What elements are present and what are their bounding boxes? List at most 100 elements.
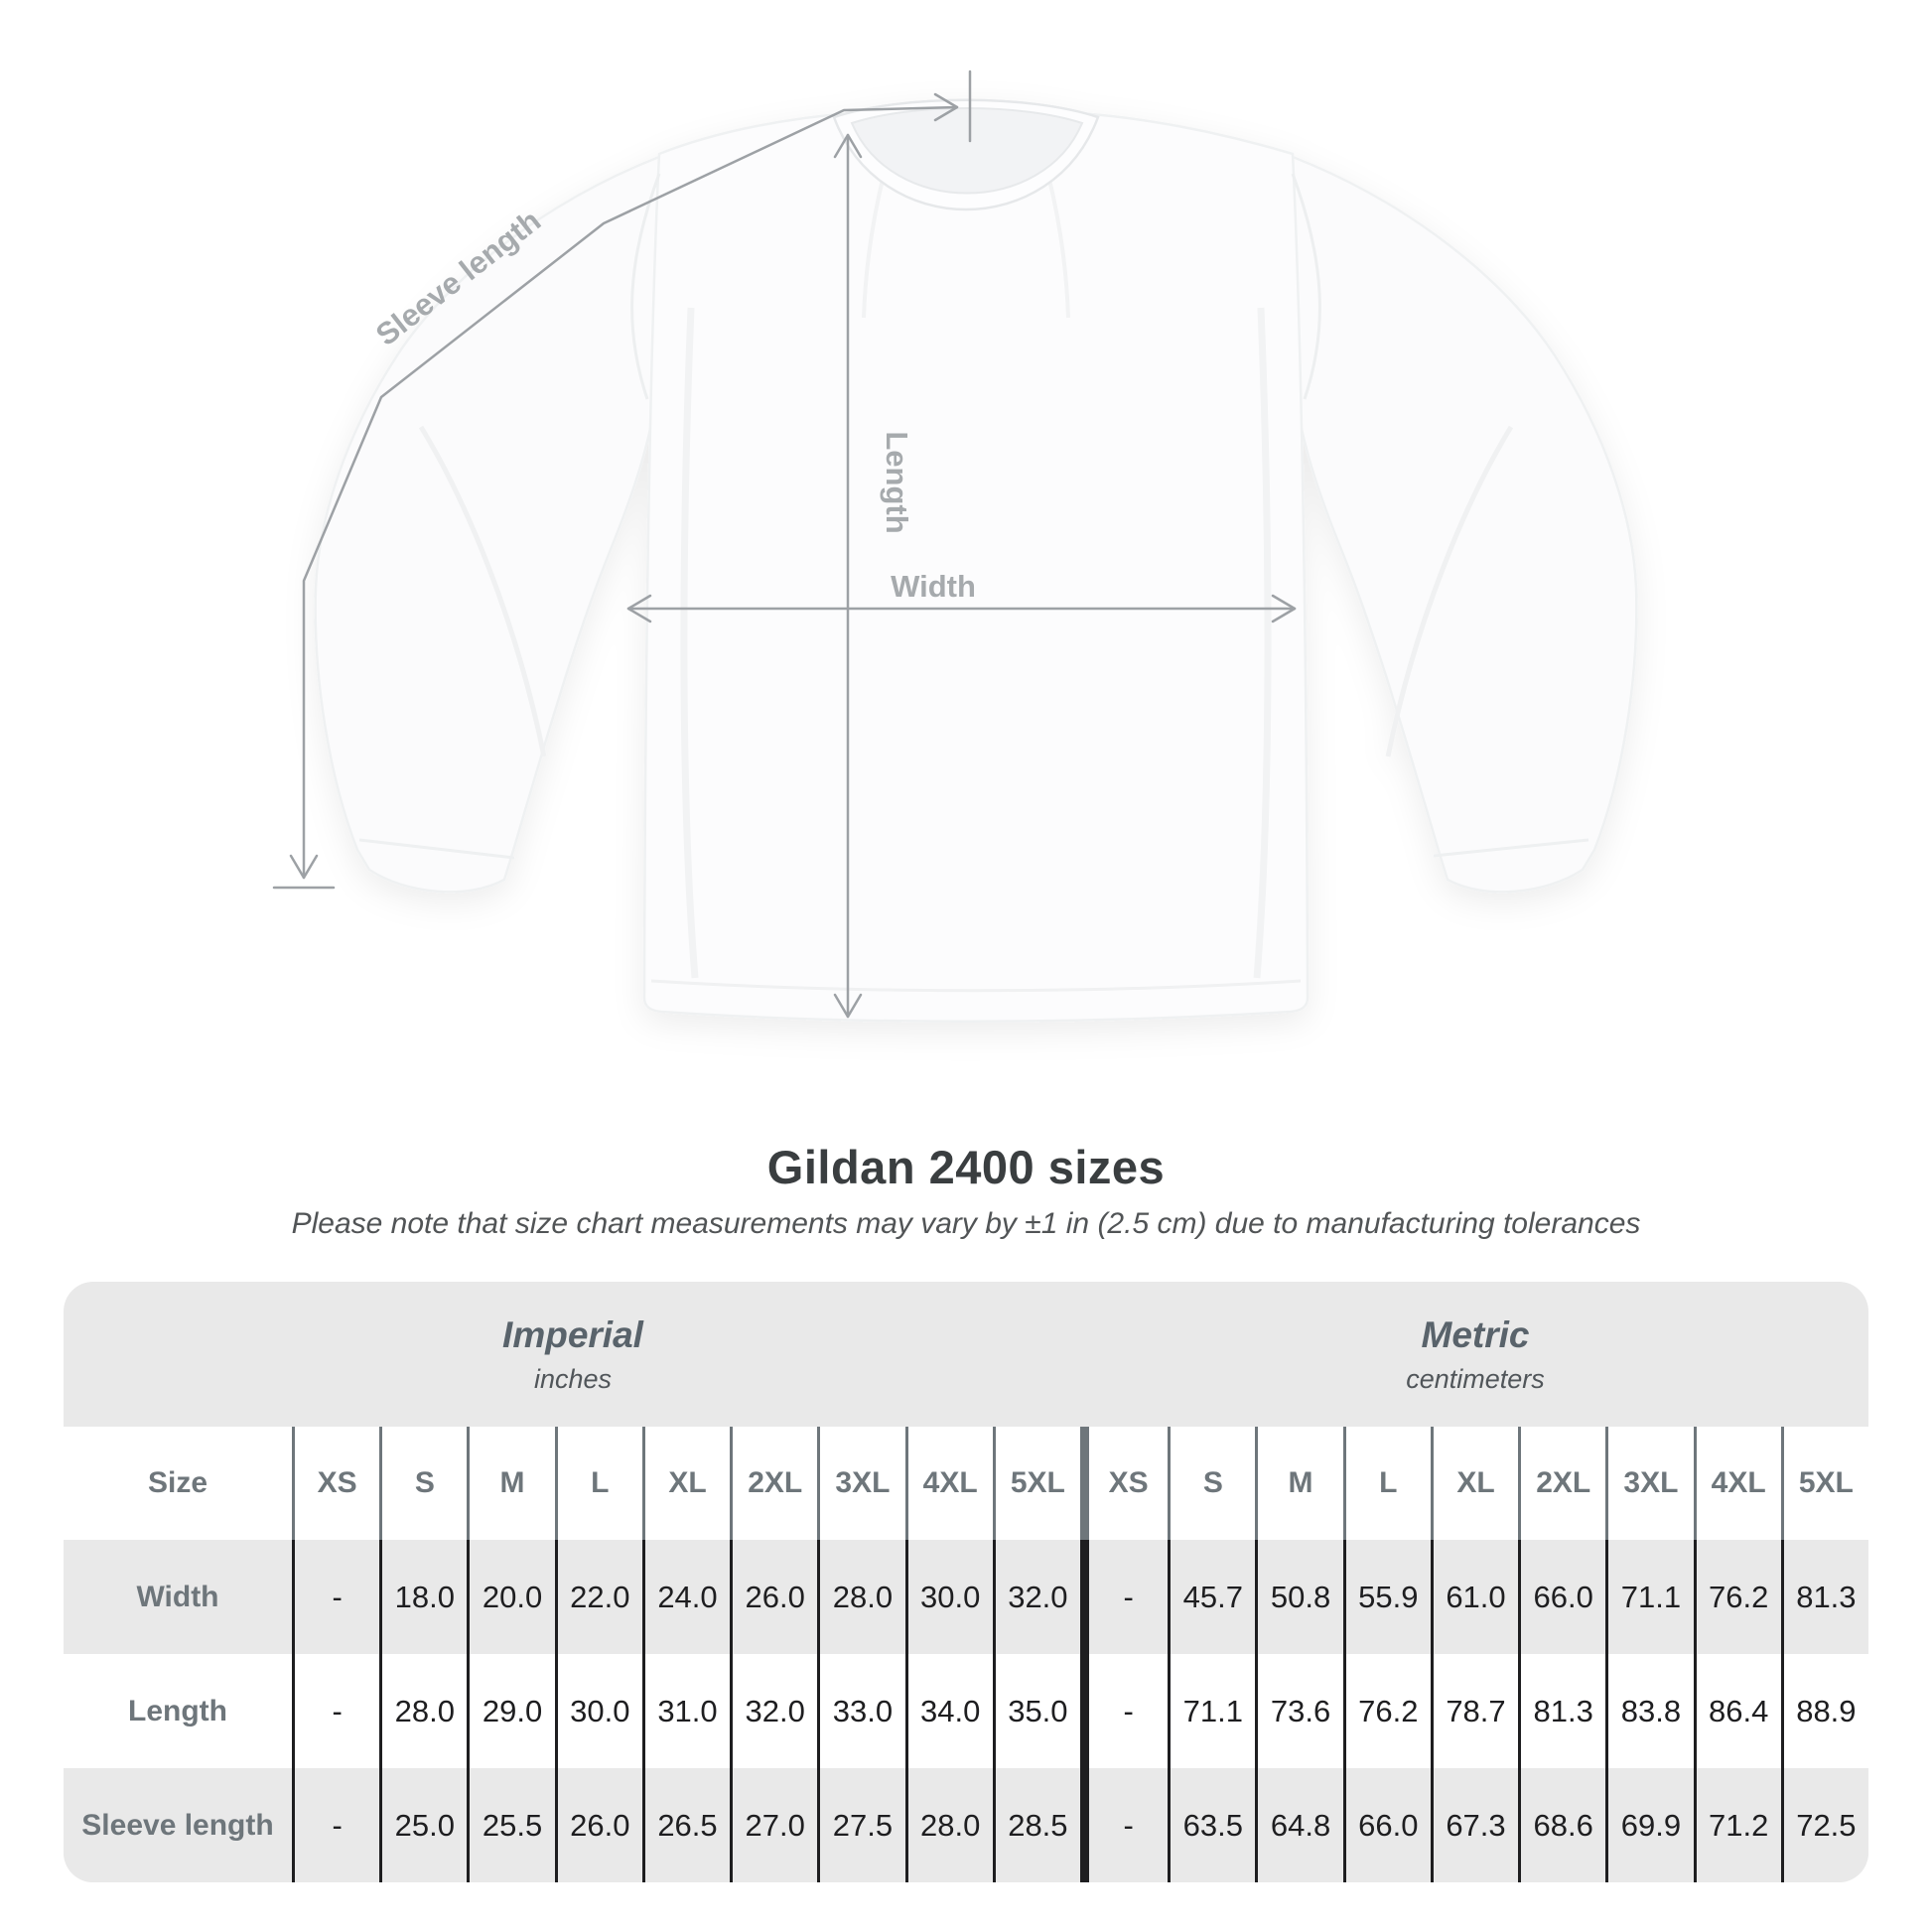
metric-unit-group: Metric centimeters [1082,1282,1868,1427]
col-header-metric-s: S [1168,1427,1256,1540]
length-measure [833,133,863,1019]
col-header-metric-xl: XL [1430,1427,1519,1540]
cell: 24.0 [641,1540,731,1654]
cell: 26.5 [641,1768,731,1882]
col-header-imperial-xs: XS [292,1427,380,1540]
width-label: Width [891,569,976,604]
size-column-header: Size [64,1427,292,1540]
cell: 66.0 [1518,1540,1606,1654]
cell: 32.0 [730,1654,818,1768]
col-header-imperial-l: L [554,1427,642,1540]
cell: 78.7 [1430,1654,1519,1768]
cell: 25.5 [467,1768,555,1882]
tolerance-note: Please note that size chart measurements… [291,1207,1641,1240]
cell: 29.0 [467,1654,555,1768]
cell: 73.6 [1255,1654,1343,1768]
col-header-metric-5xl: 5XL [1780,1427,1868,1540]
cell: 25.0 [379,1768,468,1882]
collar-opening [850,107,1084,195]
metric-label: Metric [1421,1313,1530,1355]
left-sleeve [314,155,661,894]
row-label-sleeve-length: Sleeve length [64,1768,292,1882]
cell: 76.2 [1693,1540,1781,1654]
cell: 76.2 [1342,1654,1431,1768]
cell: 71.1 [1605,1540,1694,1654]
cell: 28.0 [904,1768,993,1882]
cell: 69.9 [1605,1768,1694,1882]
cell: 71.2 [1693,1768,1781,1882]
cell: - [1079,1654,1169,1768]
sleeve-length-measure [272,69,972,890]
shirt-creases [358,138,1589,993]
cell: 88.9 [1780,1654,1868,1768]
cell: 72.5 [1780,1768,1868,1882]
col-header-imperial-2xl: 2XL [730,1427,818,1540]
cell: 83.8 [1605,1654,1694,1768]
right-sleeve [1291,155,1638,894]
arrowhead-left [626,594,652,623]
cell: 66.0 [1342,1768,1431,1882]
col-header-metric-4xl: 4XL [1693,1427,1781,1540]
col-header-metric-m: M [1255,1427,1343,1540]
shirt-illustration [314,98,1638,1023]
width-measure [626,594,1297,623]
arrowhead-up [833,133,863,159]
col-header-imperial-s: S [379,1427,468,1540]
measurement-lines [272,69,1297,1019]
cell: 81.3 [1518,1654,1606,1768]
shirt-body [642,105,1310,1023]
cell: 64.8 [1255,1768,1343,1882]
col-header-imperial-4xl: 4XL [904,1427,993,1540]
page-title: Gildan 2400 sizes [766,1141,1166,1193]
cell: 81.3 [1780,1540,1868,1654]
cell: - [292,1540,380,1654]
measurements-grid: Size XS S M L XL 2XL 3XL 4XL 5XL XS S M … [64,1427,1868,1882]
cell: 61.0 [1430,1540,1519,1654]
cell: 31.0 [641,1654,731,1768]
cell: 86.4 [1693,1654,1781,1768]
row-label-width: Width [64,1540,292,1654]
cell: 26.0 [554,1768,642,1882]
cell: 45.7 [1168,1540,1256,1654]
cell: 28.0 [379,1654,468,1768]
cell: - [1079,1768,1169,1882]
col-header-metric-2xl: 2XL [1518,1427,1606,1540]
arrowhead-down [289,854,319,880]
metric-units: centimeters [1406,1363,1545,1394]
cell: 50.8 [1255,1540,1343,1654]
shirt-measurement-diagram: Sleeve length Length Width [272,69,1638,1023]
cell: 35.0 [992,1654,1080,1768]
imperial-units: inches [533,1363,613,1394]
cell: 27.0 [730,1768,818,1882]
arrowhead-right [1271,594,1297,623]
imperial-label: Imperial [502,1313,643,1355]
cell: 22.0 [554,1540,642,1654]
cell: 28.0 [817,1540,905,1654]
cell: 55.9 [1342,1540,1431,1654]
cell: 33.0 [817,1654,905,1768]
col-header-imperial-m: M [467,1427,555,1540]
imperial-unit-group: Imperial inches [64,1282,1082,1427]
cell: - [292,1768,380,1882]
row-label-length: Length [64,1654,292,1768]
length-label: Length [880,431,914,533]
cell: 18.0 [379,1540,468,1654]
col-header-metric-3xl: 3XL [1605,1427,1694,1540]
cell: 30.0 [554,1654,642,1768]
cell: 34.0 [904,1654,993,1768]
sleeve-length-line [302,105,959,880]
col-header-imperial-xl: XL [641,1427,731,1540]
unit-header-band: Imperial inches Metric centimeters [64,1282,1868,1427]
cell: 20.0 [467,1540,555,1654]
cell: - [1079,1540,1169,1654]
cell: - [292,1654,380,1768]
arrowhead-down [833,993,863,1019]
arrowhead-right [933,92,959,122]
col-header-imperial-3xl: 3XL [817,1427,905,1540]
cell: 63.5 [1168,1768,1256,1882]
size-chart-table: Imperial inches Metric centimeters Size … [64,1282,1868,1882]
cell: 27.5 [817,1768,905,1882]
cell: 30.0 [904,1540,993,1654]
cell: 26.0 [730,1540,818,1654]
cell: 67.3 [1430,1768,1519,1882]
